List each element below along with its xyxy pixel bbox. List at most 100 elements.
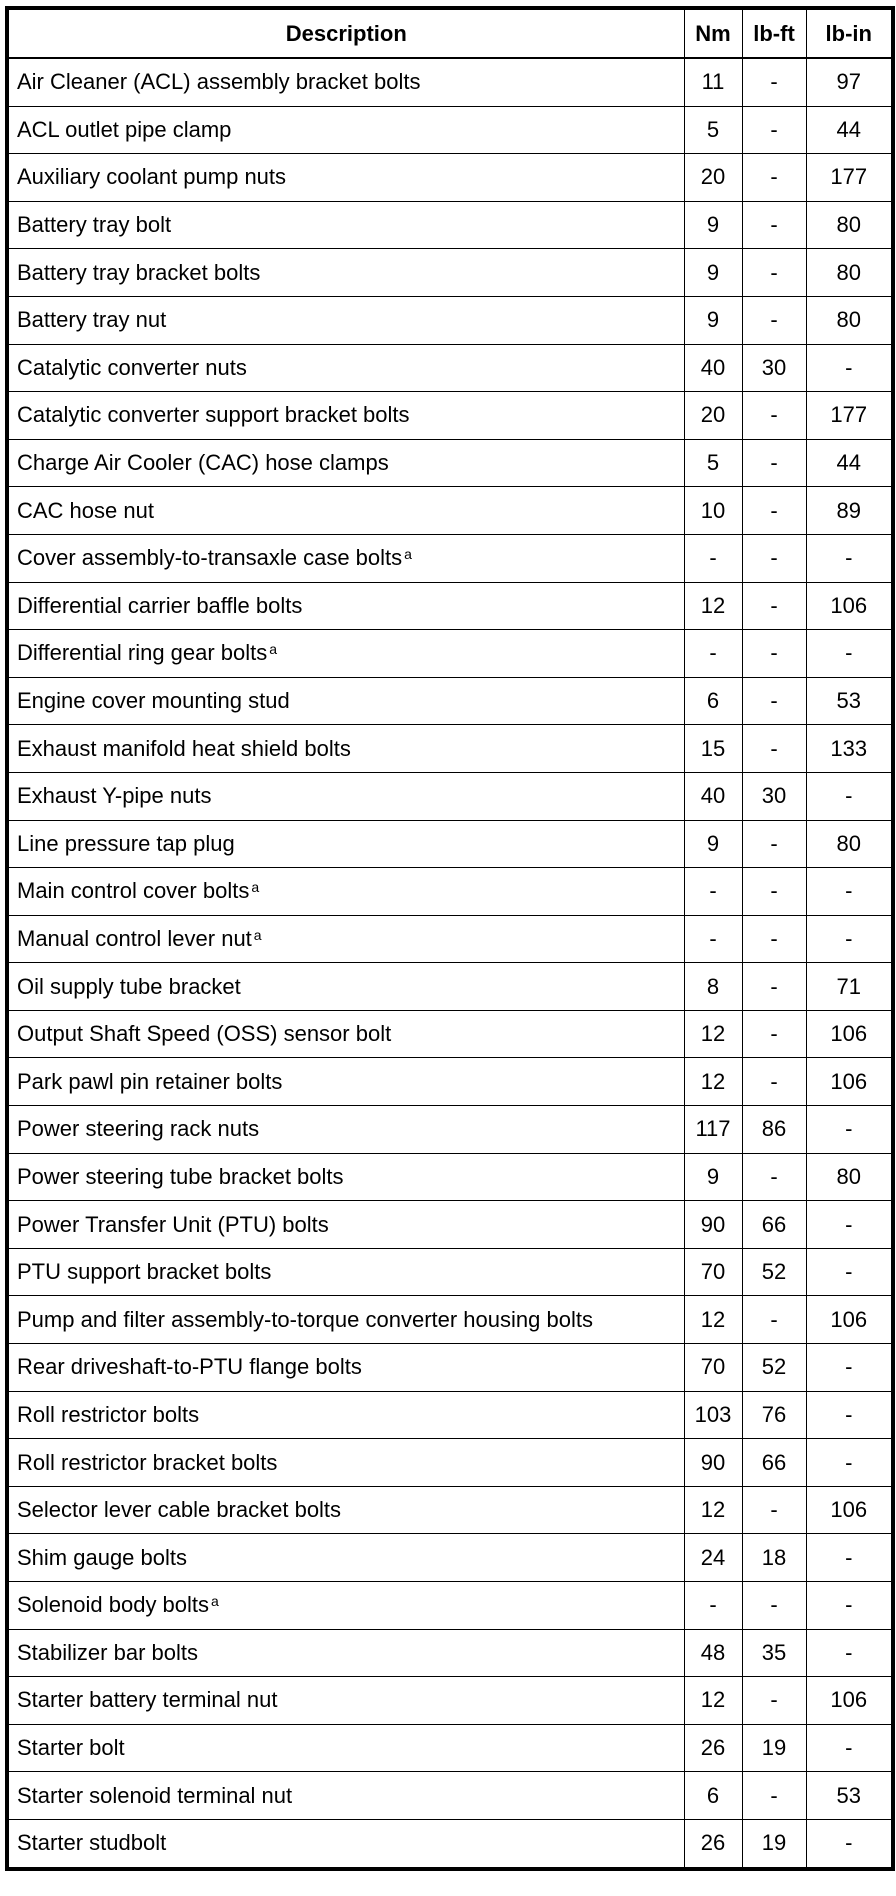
lb-in-cell-text: - [845, 1116, 853, 1142]
nm-cell-text: 90 [700, 1449, 726, 1475]
lb-in-cell-text: 106 [830, 1687, 868, 1713]
lb-ft-cell-text: 18 [761, 1544, 787, 1570]
lb-ft-cell-text: - [770, 497, 778, 523]
lb-in-cell: - [805, 1628, 894, 1678]
lb-ft-cell: 19 [741, 1723, 807, 1773]
header-nm: Nm [683, 7, 743, 59]
nm-cell: 117 [683, 1105, 743, 1154]
description-cell-text: Differential carrier baffle bolts [17, 592, 303, 618]
lb-in-cell-text: - [845, 1830, 853, 1856]
description-cell: Shim gauge bolts [6, 1533, 685, 1582]
description-cell: PTU support bracket bolts [6, 1247, 685, 1297]
description-cell: ACL outlet pipe clamp [6, 105, 685, 155]
table-row: Main control cover bolts a - - - [6, 867, 894, 916]
description-cell-text: Starter studbolt [17, 1830, 167, 1856]
description-cell: Catalytic converter support bracket bolt… [6, 391, 685, 440]
nm-cell-text: - [709, 640, 717, 666]
description-cell-text: Starter bolt [17, 1735, 125, 1761]
lb-in-cell-text: 177 [830, 164, 868, 190]
lb-ft-cell: 35 [741, 1628, 807, 1678]
lb-ft-cell: - [741, 295, 807, 345]
lb-ft-cell-text: - [770, 259, 778, 285]
description-cell: Charge Air Cooler (CAC) hose clamps [6, 438, 685, 488]
nm-cell-text: 117 [695, 1116, 731, 1142]
nm-cell-text: 70 [700, 1354, 726, 1380]
nm-cell-text: 12 [700, 1497, 726, 1523]
description-cell: Engine cover mounting stud [6, 676, 685, 726]
description-cell-text: Battery tray nut [17, 307, 167, 333]
description-cell: Power steering rack nuts [6, 1105, 685, 1154]
lb-ft-cell-text: 86 [761, 1116, 787, 1142]
lb-in-cell-text: 80 [836, 212, 861, 238]
nm-cell: 6 [683, 1771, 743, 1820]
table-row: Starter solenoid terminal nut 6 - 53 [6, 1771, 894, 1820]
description-cell-text: Battery tray bracket bolts [17, 259, 261, 285]
description-cell: Main control cover bolts a [6, 867, 685, 916]
nm-cell-text: 12 [700, 592, 726, 618]
description-cell-text: Engine cover mounting stud [17, 688, 290, 714]
lb-in-cell: 177 [805, 153, 894, 202]
lb-in-cell-text: - [845, 1449, 853, 1475]
lb-ft-cell-text: - [770, 307, 778, 333]
nm-cell-text: - [709, 1592, 717, 1618]
lb-in-cell-text: - [845, 1211, 853, 1237]
table-row: Starter bolt 26 19 - [6, 1723, 894, 1773]
description-cell: Auxiliary coolant pump nuts [6, 153, 685, 202]
lb-ft-cell-text: 66 [761, 1211, 787, 1237]
lb-in-cell-text: - [845, 1544, 853, 1570]
lb-ft-cell: - [741, 724, 807, 773]
lb-ft-cell: 30 [741, 771, 807, 821]
description-cell: Output Shaft Speed (OSS) sensor bolt [6, 1009, 685, 1059]
lb-in-cell: - [805, 1533, 894, 1582]
lb-in-cell: 133 [805, 724, 894, 773]
table-row: Battery tray bracket bolts 9 - 80 [6, 248, 894, 297]
nm-cell: 24 [683, 1533, 743, 1582]
lb-ft-cell: - [741, 391, 807, 440]
lb-ft-cell: - [741, 1676, 807, 1725]
header-description: Description [6, 7, 685, 59]
table-row: Roll restrictor bolts 103 76 - [6, 1390, 894, 1440]
table-row: Starter battery terminal nut 12 - 106 [6, 1676, 894, 1725]
description-cell-text: Main control cover bolts [17, 878, 250, 904]
description-cell-text: Air Cleaner (ACL) assembly bracket bolts [17, 69, 421, 95]
nm-cell-text: - [709, 878, 717, 904]
lb-ft-cell-text: 19 [761, 1830, 787, 1856]
lb-ft-cell: - [741, 819, 807, 869]
lb-in-cell-text: 80 [836, 307, 861, 333]
table-row: Differential carrier baffle bolts 12 - 106 [6, 581, 894, 631]
description-cell: Power steering tube bracket bolts [6, 1152, 685, 1202]
lb-in-cell: 177 [805, 391, 894, 440]
nm-cell-text: 10 [700, 497, 726, 523]
lb-in-cell: - [805, 1105, 894, 1154]
table-row: Solenoid body bolts a - - - [6, 1581, 894, 1630]
lb-in-cell: - [805, 771, 894, 821]
footnote-marker: a [251, 879, 260, 896]
lb-in-cell-text: 44 [836, 450, 861, 476]
table-row: Catalytic converter nuts 40 30 - [6, 343, 894, 393]
nm-cell: 48 [683, 1628, 743, 1678]
lb-ft-cell: 76 [741, 1390, 807, 1440]
lb-in-cell-text: 106 [830, 592, 868, 618]
nm-cell: 12 [683, 1485, 743, 1535]
table-row: Pump and filter assembly-to-torque conve… [6, 1295, 894, 1345]
nm-cell: 5 [683, 438, 743, 488]
lb-in-cell-text: 133 [830, 735, 868, 761]
description-cell: Starter studbolt [6, 1818, 685, 1870]
description-cell: Selector lever cable bracket bolts [6, 1485, 685, 1535]
nm-cell: 90 [683, 1438, 743, 1487]
nm-cell-text: 12 [700, 1306, 726, 1332]
table-row: Park pawl pin retainer bolts 12 - 106 [6, 1057, 894, 1107]
table-row: Air Cleaner (ACL) assembly bracket bolts… [6, 57, 894, 107]
lb-ft-cell: - [741, 57, 807, 107]
nm-cell: 12 [683, 1009, 743, 1059]
description-cell-text: PTU support bracket bolts [17, 1259, 272, 1285]
description-cell: Solenoid body bolts a [6, 1581, 685, 1630]
lb-ft-cell: - [741, 1485, 807, 1535]
description-cell: Starter solenoid terminal nut [6, 1771, 685, 1820]
lb-ft-cell: 66 [741, 1438, 807, 1487]
lb-ft-cell: - [741, 533, 807, 583]
nm-cell-text: 26 [700, 1830, 726, 1856]
nm-cell: 103 [683, 1390, 743, 1440]
lb-ft-cell-text: - [770, 450, 778, 476]
lb-in-cell: - [805, 629, 894, 678]
